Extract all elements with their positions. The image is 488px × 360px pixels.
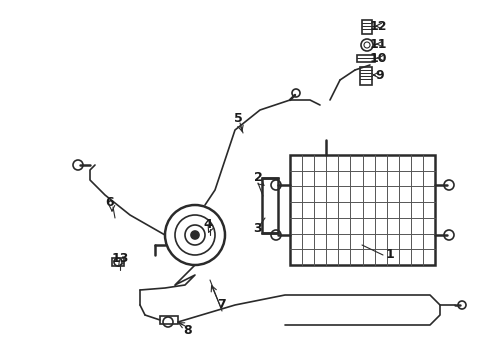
Bar — [359, 67, 371, 85]
Circle shape — [191, 231, 199, 239]
Bar — [160, 316, 178, 324]
Bar — [361, 20, 371, 34]
Bar — [262, 177, 278, 233]
Text: 5: 5 — [233, 112, 242, 125]
Bar — [356, 55, 374, 62]
Bar — [112, 258, 124, 266]
Text: 12: 12 — [368, 19, 386, 32]
Text: 6: 6 — [105, 195, 114, 208]
Text: 7: 7 — [217, 298, 226, 311]
Text: 3: 3 — [252, 221, 261, 234]
Text: 1: 1 — [385, 248, 393, 261]
Text: 8: 8 — [183, 324, 192, 337]
Text: 10: 10 — [368, 51, 386, 64]
Bar — [289, 155, 434, 265]
Text: 13: 13 — [111, 252, 128, 265]
Text: 2: 2 — [253, 171, 262, 184]
Text: 4: 4 — [203, 217, 212, 230]
Text: 11: 11 — [368, 37, 386, 50]
Text: 9: 9 — [375, 68, 384, 81]
